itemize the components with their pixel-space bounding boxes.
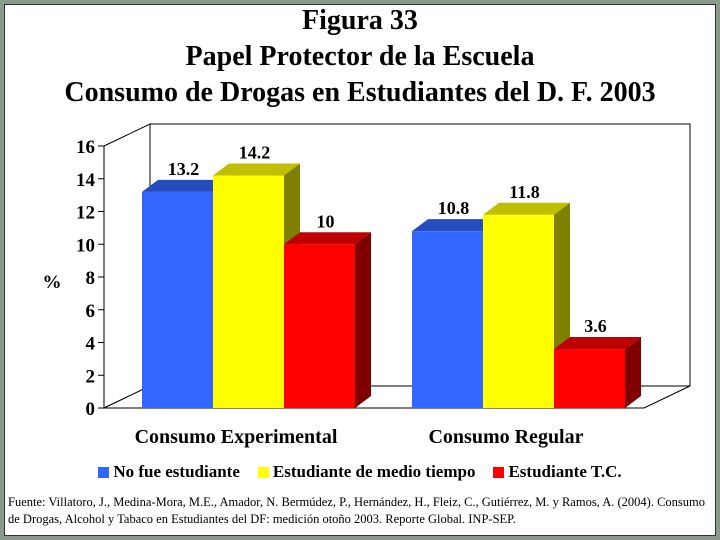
data-label: 14.2 (239, 142, 271, 162)
data-label: 13.2 (168, 159, 200, 179)
bar-2-0 (284, 244, 355, 408)
data-label: 10.8 (438, 198, 470, 218)
bar-top (142, 179, 229, 192)
bar-0-1 (412, 231, 483, 408)
figure-subtitle: Papel Protector de la Escuela (185, 41, 535, 72)
y-tick-label: 4 (86, 334, 96, 355)
data-label: 3.6 (584, 316, 607, 336)
y-tick-label: 12 (76, 203, 95, 224)
bar-top (483, 202, 570, 215)
legend: No fue estudiante Estudiante de medio ti… (0, 462, 720, 482)
bar-side (625, 337, 641, 408)
legend-swatch (493, 466, 505, 478)
y-tick-label: 2 (86, 366, 96, 387)
bar-2-1 (554, 349, 625, 408)
legend-item-tiempo-completo: Estudiante T.C. (493, 462, 622, 482)
y-tick-label: 14 (76, 170, 96, 191)
y-tick-label: 16 (76, 137, 95, 158)
bar-top (284, 232, 371, 245)
legend-item-no-estudiante: No fue estudiante (98, 462, 240, 482)
legend-label: No fue estudiante (113, 462, 240, 481)
data-label: 10 (317, 211, 335, 231)
y-axis-label: % (43, 272, 62, 293)
figure-subtitle-2: Consumo de Drogas en Estudiantes del D. … (64, 77, 656, 108)
y-tick-label: 6 (86, 301, 96, 322)
figure-title: Figura 33 (302, 5, 418, 36)
bar-top (554, 337, 641, 350)
bar-0-0 (142, 191, 213, 408)
bar-side (355, 232, 371, 408)
legend-swatch (257, 466, 269, 478)
category-label: Consumo Regular (428, 426, 583, 448)
y-tick-label: 10 (76, 235, 95, 256)
bar-1-0 (213, 175, 284, 408)
y-tick-label: 8 (86, 268, 96, 289)
bar-top (412, 219, 499, 232)
legend-item-medio-tiempo: Estudiante de medio tiempo (257, 462, 476, 482)
source-citation: Fuente: Villatoro, J., Medina-Mora, M.E.… (8, 495, 706, 526)
y-tick-label: 0 (86, 399, 96, 420)
bar-1-1 (483, 214, 554, 408)
data-label: 11.8 (509, 182, 540, 202)
legend-swatch (98, 466, 110, 478)
bar-top (213, 163, 300, 176)
legend-label: Estudiante T.C. (508, 462, 622, 481)
category-label: Consumo Experimental (135, 426, 338, 448)
legend-label: Estudiante de medio tiempo (272, 462, 476, 481)
